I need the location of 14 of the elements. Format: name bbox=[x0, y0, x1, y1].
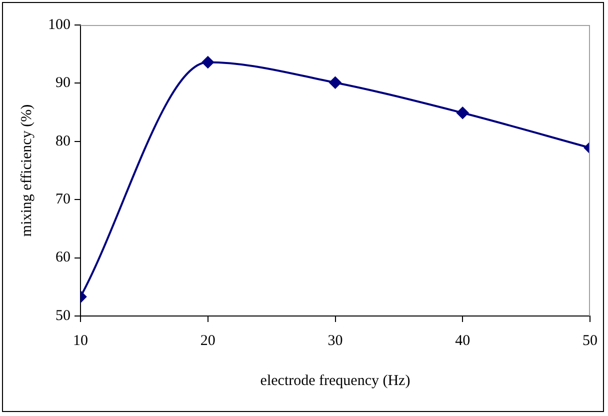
y-axis-title: mixing efficiency (%) bbox=[18, 104, 35, 237]
y-tick-label: 60 bbox=[56, 250, 70, 266]
y-tick-label: 50 bbox=[56, 308, 70, 324]
y-tick-label: 90 bbox=[56, 75, 70, 92]
x-axis-title: electrode frequency (Hz) bbox=[260, 372, 410, 389]
x-tick-label: 10 bbox=[73, 332, 88, 349]
x-tick-label: 50 bbox=[582, 332, 598, 349]
x-tick-label: 30 bbox=[328, 332, 343, 349]
x-tick-label: 20 bbox=[200, 332, 216, 349]
x-tick-label: 40 bbox=[455, 332, 470, 349]
y-tick-label: 100 bbox=[48, 16, 70, 33]
point bbox=[329, 76, 342, 89]
y-tick-label: 70 bbox=[56, 192, 70, 208]
y-tick-label: 80 bbox=[56, 133, 70, 150]
